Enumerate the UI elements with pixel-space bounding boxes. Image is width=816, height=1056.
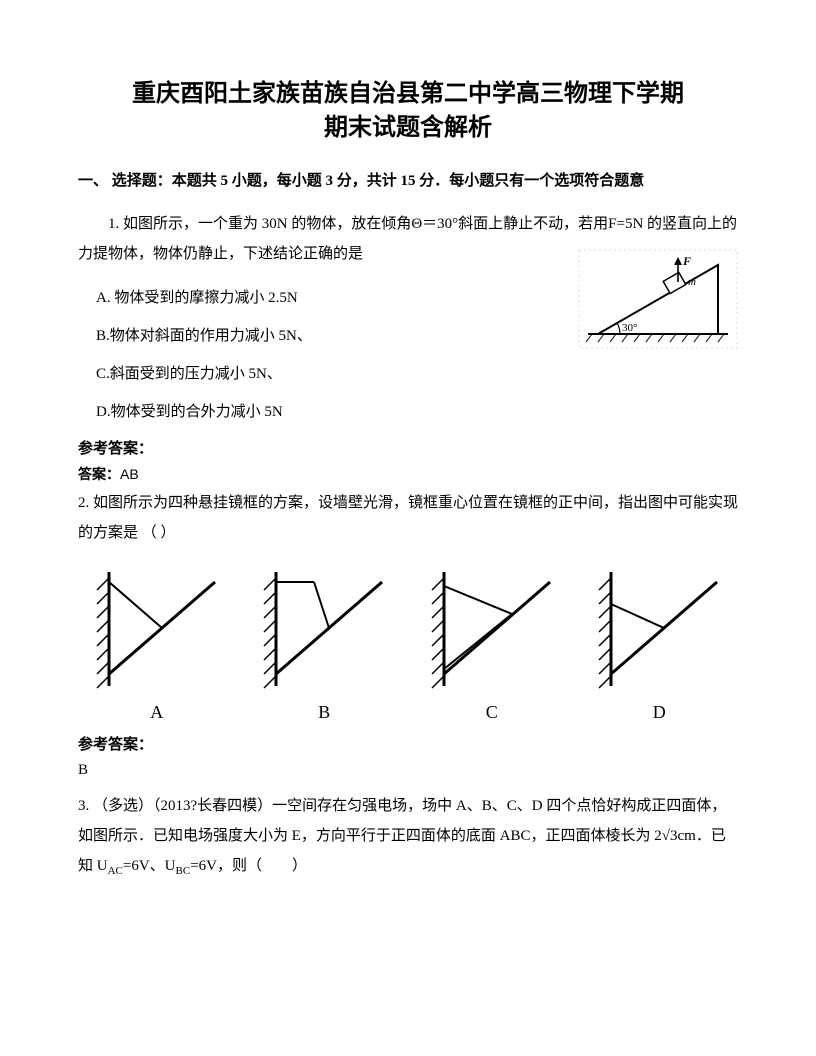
force-label: F	[682, 254, 691, 268]
q2-stem: 2. 如图所示为四种悬挂镜框的方案，设墙壁光滑，镜框重心位置在镜框的正中间，指出…	[78, 488, 738, 548]
answer-prefix: 答案：	[78, 466, 120, 482]
incline-diagram: 30° m F	[578, 249, 738, 349]
q2-label-b: B	[246, 702, 404, 723]
q3-sqrt: 2√3	[654, 828, 677, 844]
q1-figure: 30° m F	[578, 249, 738, 349]
q3-uac-val: =6V、U	[123, 858, 176, 874]
q2-label-a: A	[78, 702, 236, 723]
q2-answer: B	[78, 762, 738, 779]
page-title: 重庆酉阳土家族苗族自治县第二中学高三物理下学期 期末试题含解析	[78, 78, 738, 145]
mass-label: m	[688, 276, 696, 288]
q2-diagram-row: A B	[78, 564, 738, 723]
q2-diagram-a: A	[78, 564, 236, 723]
q1-option-c: C.斜面受到的压力减小 5N、	[78, 359, 738, 389]
q2-label-d: D	[581, 702, 739, 723]
q2-label-c: C	[413, 702, 571, 723]
reference-answer-label-2: 参考答案：	[78, 733, 738, 754]
section-1-heading: 一、 选择题：本题共 5 小题，每小题 3 分，共计 15 分．每小题只有一个选…	[78, 169, 738, 193]
q2-diagram-d: D	[581, 564, 739, 723]
title-line-2: 期末试题含解析	[324, 115, 492, 141]
q3-ubc-sub: BC	[176, 865, 191, 877]
q1-answer-line: 答案：AB	[78, 464, 738, 484]
q3-prefix: 3. （多选）（2013?长春四模）一空间存在匀强电场，场中 A、B、C、D 四…	[78, 798, 726, 844]
q2-diagram-b: B	[246, 564, 404, 723]
question-1: 1. 如图所示，一个重为 30N 的物体，放在倾角Θ＝30°斜面上静止不动，若用…	[78, 209, 738, 427]
title-line-1: 重庆酉阳土家族苗族自治县第二中学高三物理下学期	[132, 81, 684, 107]
q3-uac-sub: AC	[108, 865, 123, 877]
q3-ubc-val: =6V，则（ ）	[190, 858, 307, 874]
q3-stem: 3. （多选）（2013?长春四模）一空间存在匀强电场，场中 A、B、C、D 四…	[78, 791, 738, 882]
angle-label: 30°	[622, 322, 637, 334]
q1-answer: AB	[120, 466, 139, 482]
q2-diagram-c: C	[413, 564, 571, 723]
reference-answer-label-1: 参考答案：	[78, 437, 738, 458]
q1-option-d: D.物体受到的合外力减小 5N	[78, 397, 738, 427]
